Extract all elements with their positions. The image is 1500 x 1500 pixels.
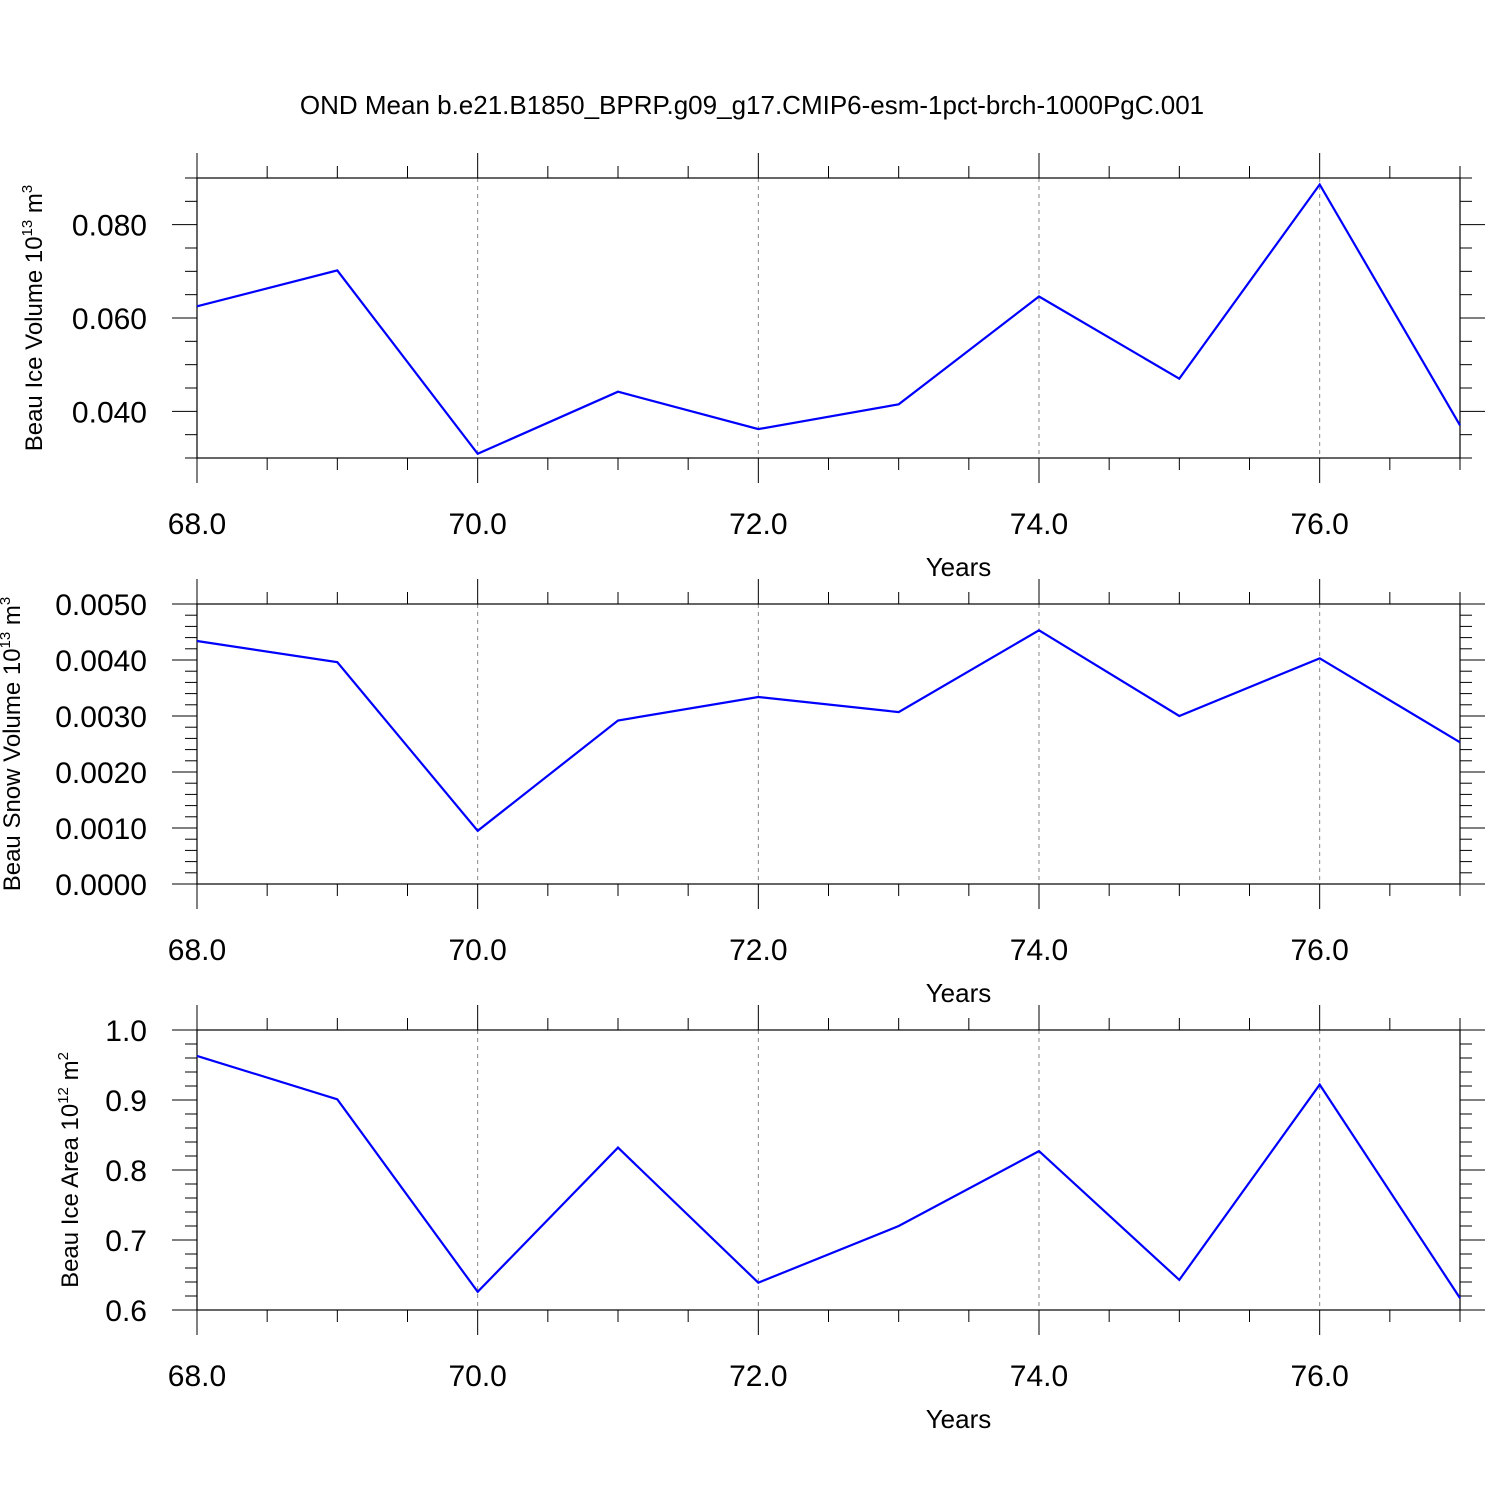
x-tick-label: 68.0 (168, 1360, 226, 1393)
x-axis-label: Years (926, 552, 992, 582)
panel-1: 68.0 70.0 72.0 74.0 76.0 0.040 0.060 0.080 Years… (19, 153, 1485, 582)
x-tick-label: 76.0 (1290, 508, 1348, 541)
x-tick-label: 68.0 (168, 934, 226, 967)
series-line (196, 182, 1461, 456)
chart-title: OND Mean b.e21.B1850_BPRP.g09_g17.CMIP6-… (300, 90, 1204, 120)
x-tick-label: 74.0 (1010, 508, 1068, 541)
series-line (196, 1054, 1461, 1299)
y-axis-label: Beau Ice Area 1012 m2 (55, 1052, 84, 1288)
y-axis-label: Beau Ice Volume 1013 m3 (19, 185, 48, 452)
y-tick-label: 0.7 (105, 1225, 147, 1258)
y-tick-label: 0.040 (72, 396, 147, 429)
x-tick-label: 68.0 (168, 508, 226, 541)
x-tick-label: 72.0 (729, 508, 787, 541)
panel-3: 68.0 70.0 72.0 74.0 76.0 0.6 0.7 0.8 0.9 1.0 Years… (55, 1005, 1485, 1434)
x-tick-label: 70.0 (448, 1360, 506, 1393)
y-tick-label: 0.0010 (55, 813, 147, 846)
x-tick-label: 76.0 (1290, 934, 1348, 967)
y-tick-label: 0.0040 (55, 645, 147, 678)
x-tick-label: 70.0 (448, 934, 506, 967)
y-tick-label: 0.080 (72, 210, 147, 243)
y-tick-label: 0.0000 (55, 869, 147, 902)
y-tick-label: 0.0020 (55, 757, 147, 790)
x-axis-label: Years (926, 978, 992, 1008)
y-tick-label: 0.8 (105, 1155, 147, 1188)
x-tick-label: 72.0 (729, 1360, 787, 1393)
panels: 68.0 70.0 72.0 74.0 76.0 0.040 0.060 0.080 Years… (0, 153, 1485, 1434)
y-tick-label: 0.0050 (55, 589, 147, 622)
panel-2: 68.0 70.0 72.0 74.0 76.0 0.0000 0.0010 0.0020 0.… (0, 579, 1485, 1008)
x-axis-label: Years (926, 1404, 992, 1434)
y-tick-label: 0.060 (72, 303, 147, 336)
y-tick-label: 0.6 (105, 1295, 147, 1328)
y-tick-label: 1.0 (105, 1015, 147, 1048)
series-line (196, 629, 1461, 833)
x-tick-label: 74.0 (1010, 1360, 1068, 1393)
x-tick-label: 72.0 (729, 934, 787, 967)
x-tick-label: 74.0 (1010, 934, 1068, 967)
x-tick-label: 76.0 (1290, 1360, 1348, 1393)
x-tick-label: 70.0 (448, 508, 506, 541)
y-tick-label: 0.9 (105, 1085, 147, 1118)
y-axis-label: Beau Snow Volume 1013 m3 (0, 597, 26, 892)
y-tick-label: 0.0030 (55, 701, 147, 734)
plot-frame (196, 603, 1461, 885)
plot-frame (196, 1029, 1461, 1311)
